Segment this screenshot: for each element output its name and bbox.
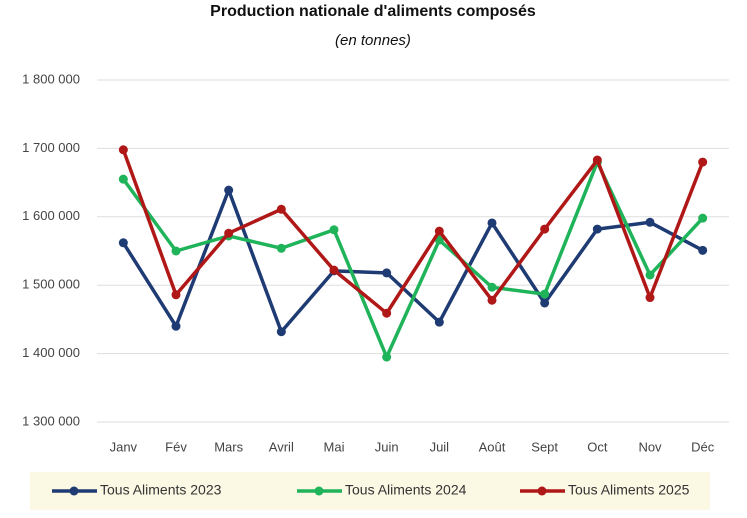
data-point [329,265,339,275]
data-point [487,282,497,292]
data-point [698,245,708,255]
data-point [171,321,181,331]
data-point [276,243,286,253]
data-point [540,289,550,299]
legend-label: Tous Aliments 2025 [568,482,690,498]
x-tick-label: Juin [375,439,399,454]
data-point [329,225,339,235]
legend-marker [314,486,324,496]
data-point [118,145,128,155]
data-point [645,270,655,280]
data-point [171,246,181,256]
y-tick-label: 1 600 000 [22,208,80,223]
data-point [276,204,286,214]
y-tick-label: 1 700 000 [22,140,80,155]
data-point [276,327,286,337]
x-tick-label: Mai [324,439,345,454]
data-point [224,228,234,238]
y-tick-label: 1 300 000 [22,413,80,428]
data-point [645,217,655,227]
data-point [698,157,708,167]
y-tick-label: 1 500 000 [22,277,80,292]
data-point [118,174,128,184]
x-tick-label: Août [479,439,506,454]
x-tick-label: Déc [691,439,715,454]
x-tick-label: Sept [531,439,558,454]
series-line [121,149,705,315]
chart-subtitle: (en tonnes) [335,32,411,49]
data-point [382,352,392,362]
y-tick-label: 1 400 000 [22,345,80,360]
data-point [698,213,708,223]
data-point [487,295,497,305]
data-point [540,224,550,234]
data-point [592,155,602,165]
legend-box [30,472,710,510]
x-tick-label: Fév [165,439,187,454]
data-point [224,185,234,195]
data-point [540,298,550,308]
data-point [645,293,655,303]
data-point [118,238,128,248]
legend-marker [69,486,79,496]
data-point [382,268,392,278]
x-tick-label: Janv [110,439,138,454]
x-tick-label: Avril [269,439,294,454]
data-point [434,317,444,327]
x-tick-label: Nov [638,439,662,454]
series-line [121,160,704,359]
legend-label: Tous Aliments 2023 [100,482,222,498]
data-point [434,226,444,236]
chart-title: Production nationale d'aliments composés [210,3,536,20]
y-tick-label: 1 800 000 [22,71,80,86]
data-point [592,224,602,234]
x-tick-label: Mars [214,439,243,454]
x-tick-label: Oct [587,439,608,454]
legend-label: Tous Aliments 2024 [345,482,467,498]
data-point [487,218,497,228]
data-point [171,290,181,300]
x-tick-label: Juil [430,439,450,454]
data-point [382,308,392,318]
legend-marker [537,486,547,496]
